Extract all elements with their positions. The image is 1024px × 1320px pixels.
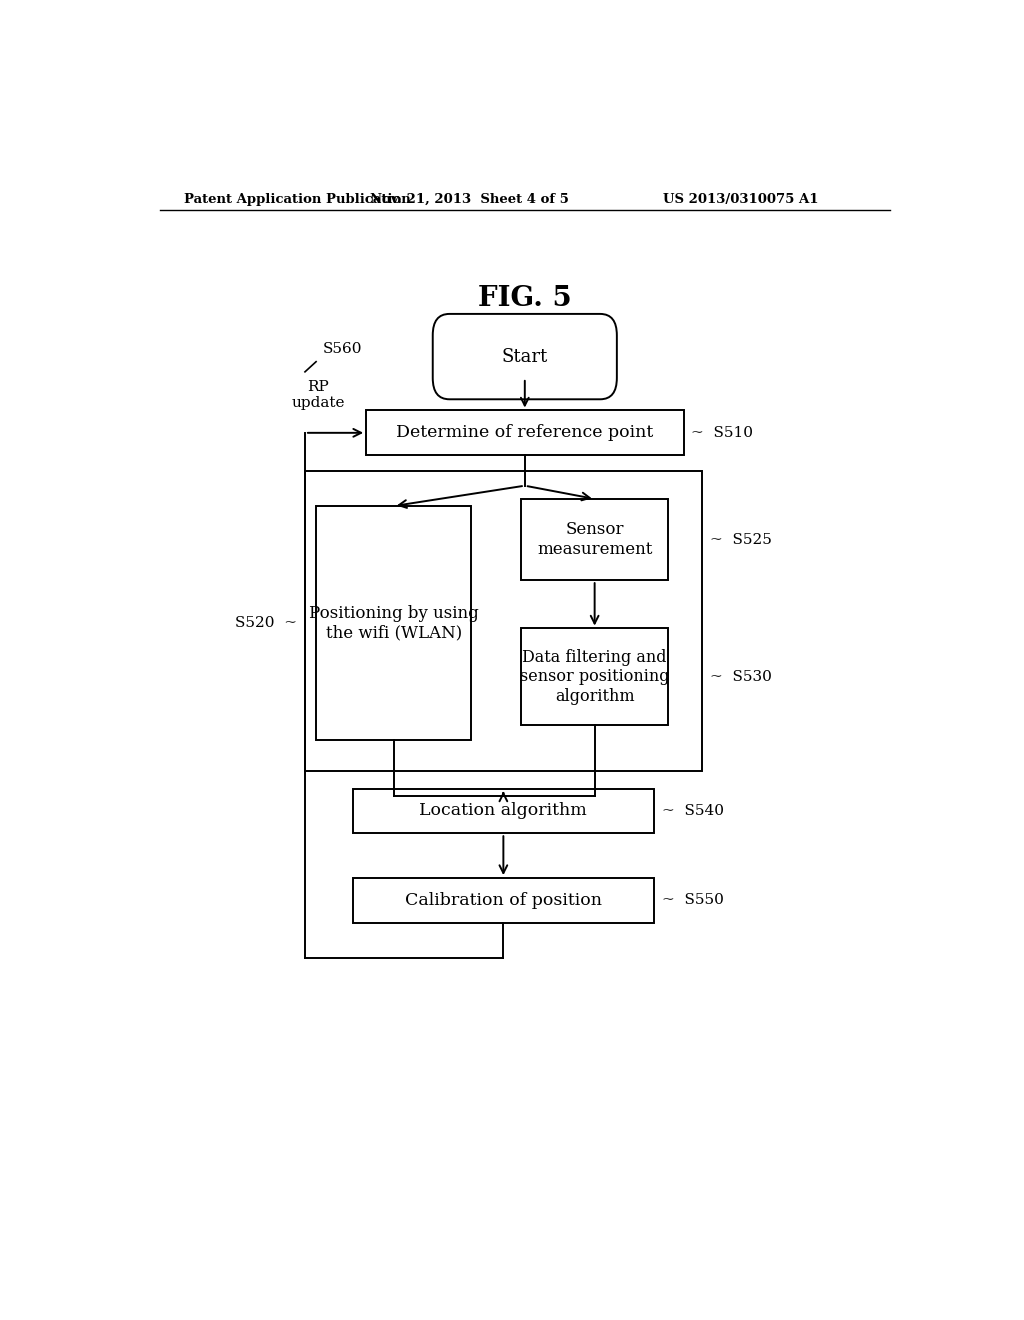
Text: FIG. 5: FIG. 5 (478, 285, 571, 312)
Text: Nov. 21, 2013  Sheet 4 of 5: Nov. 21, 2013 Sheet 4 of 5 (370, 193, 568, 206)
Text: ~  S510: ~ S510 (691, 426, 754, 440)
Bar (316, 506, 471, 739)
Bar (352, 788, 654, 833)
Text: ~  S530: ~ S530 (710, 669, 771, 684)
Text: Positioning by using
the wifi (WLAN): Positioning by using the wifi (WLAN) (309, 605, 479, 642)
FancyBboxPatch shape (433, 314, 616, 399)
Bar (521, 499, 668, 581)
Text: ~  S525: ~ S525 (710, 532, 771, 546)
Bar (367, 411, 684, 455)
Text: Determine of reference point: Determine of reference point (396, 424, 653, 441)
Text: Calibration of position: Calibration of position (404, 892, 602, 909)
Text: S560: S560 (323, 342, 361, 356)
Text: S520  ~: S520 ~ (236, 616, 297, 630)
Bar (305, 471, 701, 771)
Bar (352, 878, 654, 923)
Text: US 2013/0310075 A1: US 2013/0310075 A1 (663, 193, 818, 206)
Text: ~  S550: ~ S550 (663, 894, 724, 907)
Text: RP
update: RP update (292, 380, 345, 411)
Text: Location algorithm: Location algorithm (420, 803, 587, 820)
Bar (521, 628, 668, 725)
Text: Data filtering and
sensor positioning
algorithm: Data filtering and sensor positioning al… (520, 648, 670, 705)
Text: Patent Application Publication: Patent Application Publication (183, 193, 411, 206)
Text: Sensor
measurement: Sensor measurement (537, 521, 652, 558)
Text: Start: Start (502, 347, 548, 366)
Text: ~  S540: ~ S540 (663, 804, 724, 818)
